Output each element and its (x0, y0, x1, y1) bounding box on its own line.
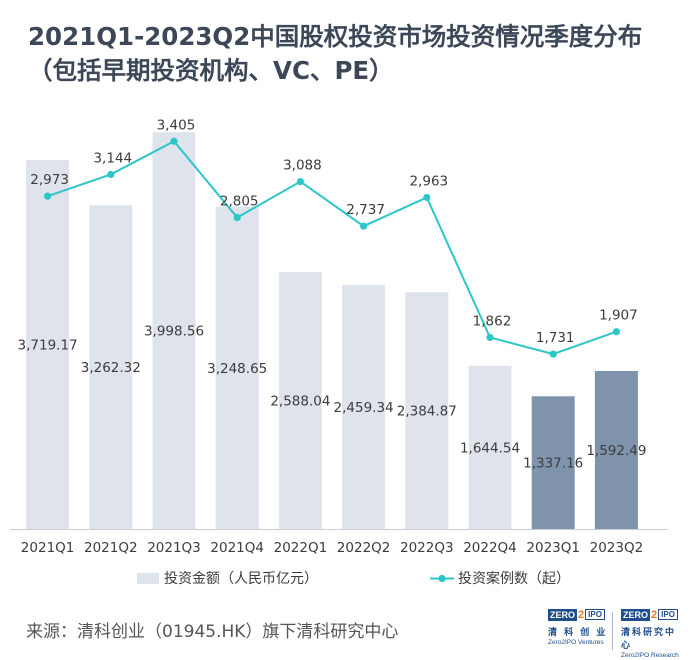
logo-mark-zero: ZERO (548, 608, 578, 621)
bar-2022Q2 (342, 284, 386, 529)
title-line-1: 2021Q1-2023Q2中国股权投资市场投资情况季度分布 (28, 22, 643, 51)
x-tick-label: 2022Q2 (337, 540, 391, 556)
line-point-2022Q2 (360, 222, 368, 230)
bar-value-label: 3,248.65 (207, 361, 267, 377)
bar-value-label: 2,384.87 (397, 404, 457, 420)
bar-value-label: 3,998.56 (144, 324, 204, 340)
line-point-2022Q3 (423, 193, 431, 202)
bar-2022Q3 (405, 292, 449, 529)
investment-chart: 3,719.173,262.32 3,998.56 3,248.65 2,588.04… (10, 117, 668, 587)
legend-marker-cases (438, 574, 446, 583)
bar-2023Q2 (594, 370, 638, 529)
bar-2023Q1 (531, 396, 575, 529)
logo-cn-name: 清 科 创 业 (548, 628, 608, 638)
legend-swatch-amount (137, 573, 159, 584)
line-point-2021Q4 (233, 213, 241, 222)
x-tick-label: 2021Q2 (84, 540, 138, 556)
logo-mark-two: 2 (651, 608, 658, 621)
source-note: 来源：清科创业（01945.HK）旗下清科研究中心 (26, 622, 399, 642)
series-line-cases (47, 139, 617, 356)
bar-value-label: 2,588.04 (270, 394, 330, 410)
title-line-2: （包括早期投资机构、VC、PE） (28, 56, 394, 85)
x-tick-label: 2023Q1 (526, 540, 580, 556)
x-tick-label: 2022Q3 (400, 540, 454, 556)
line-value-label: 1,731 (536, 330, 575, 346)
line-value-label: 3,088 (283, 158, 322, 174)
line-value-label: 2,973 (30, 172, 69, 188)
bar-value-label: 1,644.54 (460, 440, 520, 456)
legend-label-amount: 投资金额（人民币亿元） (164, 571, 318, 587)
line-value-label: 2,805 (220, 194, 259, 210)
line-point-2022Q4 (486, 333, 494, 342)
x-tick-label: 2022Q1 (274, 540, 328, 556)
logo-en-name: Zero2IPO Research (621, 652, 679, 659)
line-point-2023Q2 (612, 328, 621, 336)
line-point-2021Q2 (107, 170, 115, 179)
logo-divider (612, 612, 613, 650)
chart-title: 2021Q1-2023Q2中国股权投资市场投资情况季度分布 （包括早期投资机构、… (28, 20, 688, 88)
bar-value-label: 1,337.16 (523, 456, 583, 472)
bar-2021Q4 (215, 206, 259, 530)
bar-value-label: 1,592.49 (586, 443, 646, 459)
bar-2022Q4 (468, 365, 512, 529)
line-point-2021Q1 (44, 192, 52, 200)
bar-2021Q1 (26, 159, 70, 529)
line-value-label: 2,737 (346, 202, 385, 218)
bar-2021Q3 (152, 132, 196, 529)
logo-cn-name: 清科研究中心 (621, 628, 677, 651)
logo-mark-zero: ZERO (621, 608, 651, 621)
x-tick-label: 2021Q3 (147, 540, 201, 556)
line-value-label: 3,144 (93, 150, 132, 166)
logo-mark-two: 2 (578, 608, 585, 621)
x-tick-label: 2022Q4 (463, 540, 517, 556)
x-tick-label: 2021Q4 (210, 540, 264, 556)
x-tick-label: 2021Q1 (21, 540, 75, 556)
zero2ipo-research-logo: ZERO 2 IPO 清科研究中心 Zero2IPO Research (621, 607, 681, 659)
bar-value-label: 2,459.34 (334, 400, 394, 416)
line-value-label: 1,862 (473, 313, 512, 329)
bar-value-label: 3,719.17 (18, 337, 78, 353)
line-point-2022Q1 (296, 177, 304, 186)
logo-mark-ipo: IPO (585, 609, 605, 620)
bar-2021Q2 (89, 205, 133, 530)
bar-2022Q1 (278, 272, 322, 529)
line-value-label: 1,907 (599, 308, 638, 324)
bar-value-label: 3,262.32 (81, 360, 141, 376)
legend-label-cases: 投资案例数（起） (458, 570, 570, 587)
line-point-2023Q1 (549, 350, 557, 358)
line-value-label: 2,963 (409, 173, 448, 189)
logo-mark-ipo: IPO (658, 609, 678, 620)
line-point-2021Q3 (170, 137, 178, 145)
x-tick-label: 2023Q2 (590, 540, 644, 556)
logo-en-name: Zero2IPO Ventures (548, 639, 604, 646)
line-value-label: 3,405 (157, 117, 196, 133)
zero2ipo-ventures-logo: ZERO 2 IPO 清 科 创 业 Zero2IPO Ventures (548, 607, 608, 651)
